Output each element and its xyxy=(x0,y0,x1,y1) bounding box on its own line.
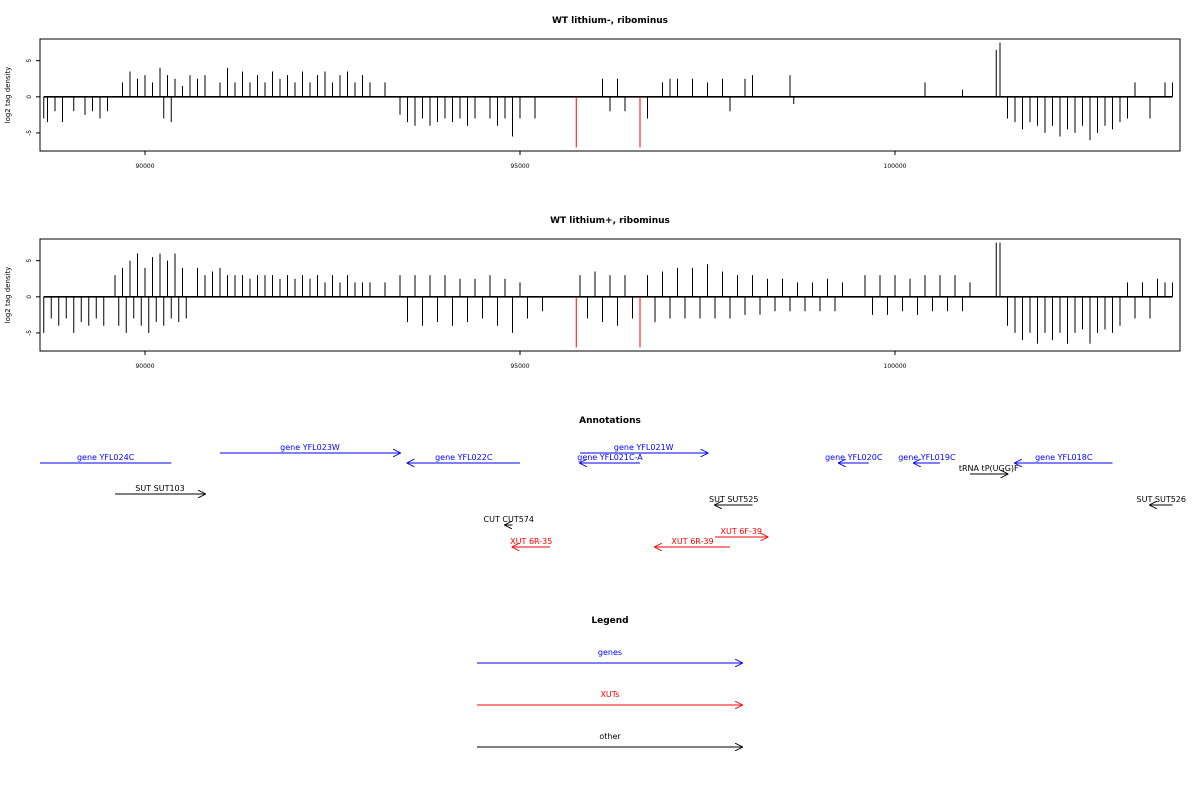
annotation-feature: gene YFL021C-A xyxy=(577,453,643,463)
y-axis-label: log2 tag density xyxy=(4,67,12,124)
legend-label: XUTs xyxy=(600,690,619,699)
x-tick-label: 95000 xyxy=(510,163,529,170)
plot-frame xyxy=(39,238,1181,352)
plot-frame xyxy=(39,38,1181,152)
annotation-label: XUT 6R-35 xyxy=(510,537,552,546)
annotation-label: gene YFL018C xyxy=(1035,453,1093,462)
x-tick-label: 100000 xyxy=(884,163,907,170)
panel-title: WT lithium-, ribominus xyxy=(552,16,668,26)
annotation-label: CUT CUT574 xyxy=(484,515,534,524)
annotation-feature: SUT SUT526 xyxy=(1137,495,1186,505)
x-tick-label: 95000 xyxy=(510,363,529,370)
annotation-label: XUT 6F-39 xyxy=(720,527,762,536)
annotation-label: gene YFL021C-A xyxy=(577,453,643,462)
annotation-label: gene YFL023W xyxy=(280,443,340,452)
annotation-label: gene YFL022C xyxy=(435,453,493,462)
legend-label: other xyxy=(599,732,621,741)
annotation-label: SUT SUT103 xyxy=(135,484,184,493)
annotation-feature: XUT 6F-39 xyxy=(715,527,768,537)
annotation-feature: gene YFL019C xyxy=(898,453,956,463)
y-axis-label: log2 tag density xyxy=(4,267,12,324)
annotation-feature: gene YFL021W xyxy=(580,443,708,453)
annotation-label: gene YFL020C xyxy=(825,453,883,462)
y-tick-label: 0 xyxy=(26,95,33,99)
annotation-feature: XUT 6R-39 xyxy=(655,537,730,547)
x-tick-label: 90000 xyxy=(135,363,154,370)
y-tick-label: -5 xyxy=(26,330,33,336)
x-tick-label: 90000 xyxy=(135,163,154,170)
annotation-feature: gene YFL018C xyxy=(1015,453,1113,463)
legend: Legend genes XUTs other xyxy=(477,616,742,747)
panel-title: WT lithium+, ribominus xyxy=(550,216,670,226)
annotation-label: gene YFL024C xyxy=(77,453,135,462)
annotation-label: gene YFL021W xyxy=(614,443,674,452)
legend-entry: other xyxy=(477,732,742,747)
annotations-track: Annotations gene YFL024C gene YFL023W gene… xyxy=(40,416,1186,547)
annotation-label: SUT SUT526 xyxy=(1137,495,1186,504)
y-tick-label: 0 xyxy=(26,295,33,299)
panel-lithium-plus: WT lithium+, ribominus log2 tag density … xyxy=(4,216,1181,370)
annotation-feature: tRNA tP(UGG)F xyxy=(959,464,1019,474)
annotation-feature: gene YFL023W xyxy=(220,443,400,453)
y-tick-label: 5 xyxy=(26,59,33,63)
annotation-feature: gene YFL020C xyxy=(825,453,883,463)
legend-entry: XUTs xyxy=(477,690,742,705)
annotation-label: XUT 6R-39 xyxy=(671,537,713,546)
annotation-feature: CUT CUT574 xyxy=(484,515,534,525)
x-tick-label: 100000 xyxy=(884,363,907,370)
annotation-feature: SUT SUT103 xyxy=(115,484,205,494)
panel-lithium-minus: WT lithium-, ribominus log2 tag density … xyxy=(4,16,1181,170)
annotation-label: SUT SUT525 xyxy=(709,495,758,504)
y-tick-label: 5 xyxy=(26,259,33,263)
annotation-feature: XUT 6R-35 xyxy=(510,537,552,547)
annotation-label: gene YFL019C xyxy=(898,453,956,462)
y-tick-label: -5 xyxy=(26,130,33,136)
annotation-label: tRNA tP(UGG)F xyxy=(959,464,1019,473)
annotations-title: Annotations xyxy=(579,416,641,426)
legend-entry: genes xyxy=(477,648,742,663)
annotation-feature: gene YFL022C xyxy=(408,453,520,463)
legend-title: Legend xyxy=(591,616,628,626)
legend-label: genes xyxy=(598,648,622,657)
annotation-feature: SUT SUT525 xyxy=(709,495,758,505)
annotation-feature: gene YFL024C xyxy=(40,453,172,464)
